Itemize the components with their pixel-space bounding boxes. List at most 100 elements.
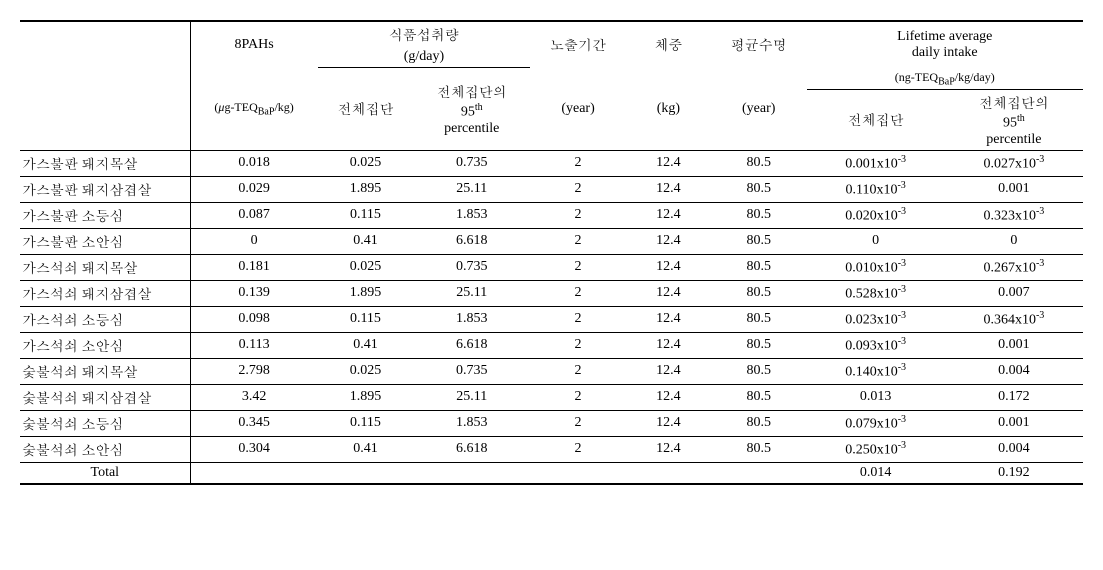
cell-lifespan: 80.5 bbox=[711, 306, 807, 332]
total-blank bbox=[413, 462, 530, 484]
cell-weight: 12.4 bbox=[626, 280, 711, 306]
table-row: 가스불판 소등심0.0870.1151.853212.480.50.020x10… bbox=[20, 202, 1083, 228]
header-exposure-unit: (year) bbox=[530, 68, 626, 151]
cell-ladi-all: 0.250x10-3 bbox=[807, 436, 945, 462]
intake-p95-l3: percentile bbox=[444, 121, 499, 136]
cell-pah: 0.139 bbox=[190, 280, 318, 306]
cell-pah: 0.098 bbox=[190, 306, 318, 332]
table-header: 8PAHs 식품섭취량 노출기간 체중 평균수명 Lifetime averag… bbox=[20, 21, 1083, 150]
cell-ladi-all: 0 bbox=[807, 228, 945, 254]
cell-weight: 12.4 bbox=[626, 332, 711, 358]
ladi-unit-suf: /kg/day) bbox=[955, 70, 995, 84]
ladi-p95-l3: percentile bbox=[986, 132, 1041, 147]
cell-exposure: 2 bbox=[530, 176, 626, 202]
row-label: 숯불석쇠 돼지삼겹살 bbox=[20, 384, 190, 410]
pah-unit-mid: g-TEQ bbox=[224, 100, 257, 114]
header-blank bbox=[20, 21, 190, 150]
cell-ladi-p95: 0 bbox=[945, 228, 1083, 254]
row-label: 가스불판 소등심 bbox=[20, 202, 190, 228]
total-row: Total0.0140.192 bbox=[20, 462, 1083, 484]
pah-intake-table: 8PAHs 식품섭취량 노출기간 체중 평균수명 Lifetime averag… bbox=[20, 20, 1083, 485]
ladi-title-l2: daily intake bbox=[912, 45, 978, 60]
cell-ladi-p95: 0.004 bbox=[945, 436, 1083, 462]
table-body: 가스불판 돼지목살0.0180.0250.735212.480.50.001x1… bbox=[20, 150, 1083, 484]
total-blank bbox=[626, 462, 711, 484]
cell-exposure: 2 bbox=[530, 410, 626, 436]
cell-ladi-p95: 0.172 bbox=[945, 384, 1083, 410]
table-row: 가스석쇠 돼지목살0.1810.0250.735212.480.50.010x1… bbox=[20, 254, 1083, 280]
cell-pah: 0.087 bbox=[190, 202, 318, 228]
cell-weight: 12.4 bbox=[626, 306, 711, 332]
cell-exposure: 2 bbox=[530, 384, 626, 410]
cell-intake-p95: 6.618 bbox=[413, 228, 530, 254]
cell-lifespan: 80.5 bbox=[711, 384, 807, 410]
cell-intake-all: 0.41 bbox=[318, 332, 414, 358]
cell-weight: 12.4 bbox=[626, 436, 711, 462]
header-ladi-all: 전체집단 bbox=[807, 89, 945, 150]
cell-lifespan: 80.5 bbox=[711, 176, 807, 202]
cell-ladi-p95: 0.001 bbox=[945, 410, 1083, 436]
cell-intake-p95: 25.11 bbox=[413, 280, 530, 306]
table-row: 숯불석쇠 돼지목살2.7980.0250.735212.480.50.140x1… bbox=[20, 358, 1083, 384]
cell-intake-p95: 25.11 bbox=[413, 384, 530, 410]
cell-ladi-p95: 0.007 bbox=[945, 280, 1083, 306]
cell-intake-all: 0.025 bbox=[318, 150, 414, 176]
header-weight-title: 체중 bbox=[626, 21, 711, 68]
pah-unit-suf: /kg) bbox=[274, 100, 293, 114]
cell-intake-p95: 0.735 bbox=[413, 150, 530, 176]
cell-ladi-p95: 0.001 bbox=[945, 176, 1083, 202]
cell-weight: 12.4 bbox=[626, 384, 711, 410]
cell-ladi-all: 0.093x10-3 bbox=[807, 332, 945, 358]
cell-lifespan: 80.5 bbox=[711, 202, 807, 228]
total-blank bbox=[711, 462, 807, 484]
table-row: 가스석쇠 소등심0.0980.1151.853212.480.50.023x10… bbox=[20, 306, 1083, 332]
cell-exposure: 2 bbox=[530, 254, 626, 280]
cell-ladi-p95: 0.364x10-3 bbox=[945, 306, 1083, 332]
cell-ladi-all: 0.010x10-3 bbox=[807, 254, 945, 280]
row-label: 가스석쇠 돼지삼겹살 bbox=[20, 280, 190, 306]
cell-pah: 3.42 bbox=[190, 384, 318, 410]
header-pah-title: 8PAHs bbox=[190, 21, 318, 68]
row-label: 가스석쇠 소등심 bbox=[20, 306, 190, 332]
ladi-unit-a: (ng-TEQ bbox=[895, 70, 938, 84]
total-blank bbox=[318, 462, 414, 484]
header-ladi-title: Lifetime average daily intake bbox=[807, 21, 1083, 68]
header-intake-p95: 전체집단의 95th percentile bbox=[413, 68, 530, 151]
header-weight-unit: (kg) bbox=[626, 68, 711, 151]
cell-lifespan: 80.5 bbox=[711, 410, 807, 436]
cell-ladi-p95: 0.323x10-3 bbox=[945, 202, 1083, 228]
ladi-p95-l2a: 95 bbox=[1003, 116, 1017, 131]
cell-lifespan: 80.5 bbox=[711, 228, 807, 254]
total-blank bbox=[190, 462, 318, 484]
ladi-p95-l1: 전체집단의 bbox=[979, 97, 1049, 112]
intake-p95-l1: 전체집단의 bbox=[437, 86, 507, 101]
cell-intake-all: 0.025 bbox=[318, 254, 414, 280]
cell-weight: 12.4 bbox=[626, 150, 711, 176]
cell-intake-all: 1.895 bbox=[318, 384, 414, 410]
row-label: 가스불판 소안심 bbox=[20, 228, 190, 254]
cell-intake-all: 0.115 bbox=[318, 202, 414, 228]
table-row: 가스불판 돼지목살0.0180.0250.735212.480.50.001x1… bbox=[20, 150, 1083, 176]
row-label: 숯불석쇠 소안심 bbox=[20, 436, 190, 462]
cell-ladi-all: 0.110x10-3 bbox=[807, 176, 945, 202]
cell-exposure: 2 bbox=[530, 202, 626, 228]
cell-ladi-p95: 0.267x10-3 bbox=[945, 254, 1083, 280]
cell-weight: 12.4 bbox=[626, 254, 711, 280]
header-lifespan-title: 평균수명 bbox=[711, 21, 807, 68]
cell-ladi-all: 0.528x10-3 bbox=[807, 280, 945, 306]
cell-intake-p95: 0.735 bbox=[413, 254, 530, 280]
cell-lifespan: 80.5 bbox=[711, 436, 807, 462]
cell-pah: 0.113 bbox=[190, 332, 318, 358]
header-intake-title: 식품섭취량 bbox=[318, 21, 531, 47]
cell-ladi-all: 0.140x10-3 bbox=[807, 358, 945, 384]
cell-intake-p95: 1.853 bbox=[413, 202, 530, 228]
cell-lifespan: 80.5 bbox=[711, 332, 807, 358]
cell-intake-all: 0.025 bbox=[318, 358, 414, 384]
table-row: 가스석쇠 돼지삼겹살0.1391.89525.11212.480.50.528x… bbox=[20, 280, 1083, 306]
cell-exposure: 2 bbox=[530, 280, 626, 306]
cell-intake-p95: 6.618 bbox=[413, 436, 530, 462]
table-row: 가스불판 소안심00.416.618212.480.500 bbox=[20, 228, 1083, 254]
intake-p95-l2b: th bbox=[475, 102, 483, 113]
cell-pah: 0.345 bbox=[190, 410, 318, 436]
cell-exposure: 2 bbox=[530, 306, 626, 332]
